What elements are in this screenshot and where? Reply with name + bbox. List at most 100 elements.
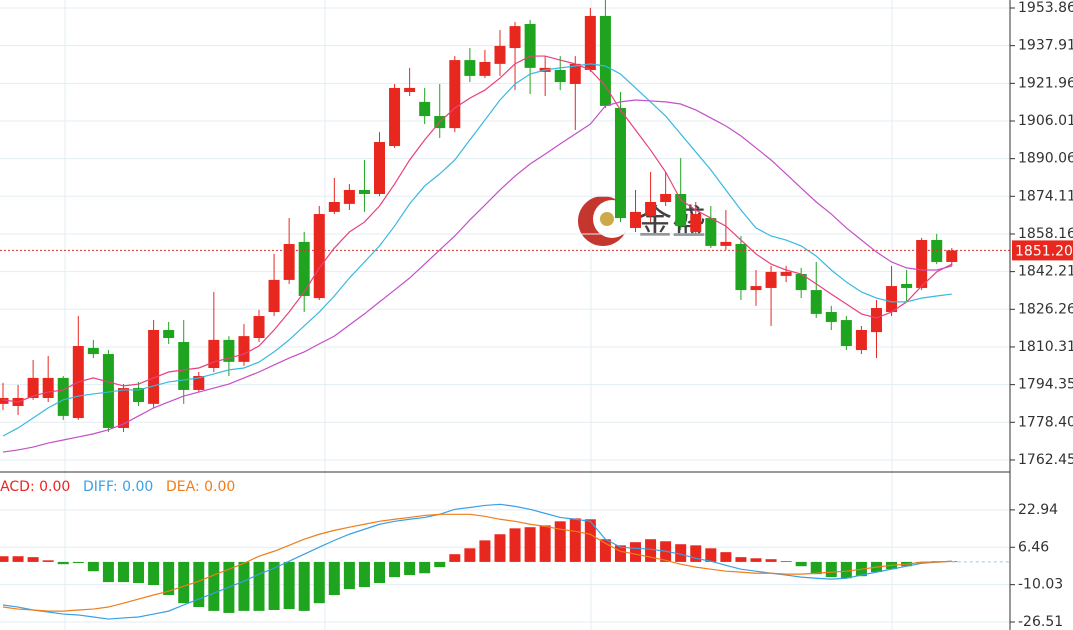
line-series: [2, 55, 953, 403]
candle-body: [840, 320, 852, 347]
current-price-label: 1851.20: [1015, 243, 1073, 259]
macd-bar: [193, 561, 205, 608]
macd-bar: [253, 561, 265, 611]
candle-body: [675, 193, 687, 227]
macd-bar: [810, 561, 822, 575]
macd-bar: [524, 527, 536, 562]
y-tick-label: 1874.11: [1018, 188, 1073, 204]
macd-bar: [840, 561, 852, 579]
candle-body: [178, 342, 190, 390]
candle-body: [810, 290, 822, 314]
candle-body: [720, 241, 732, 246]
candle-body: [419, 101, 431, 117]
macd-bar: [358, 561, 370, 588]
macd-bar: [584, 519, 596, 562]
macd-bar: [268, 561, 280, 610]
candle-body: [449, 60, 461, 129]
y-tick-label: 1890.06: [1018, 151, 1073, 167]
candle-body: [57, 377, 69, 416]
candle-body: [268, 279, 280, 313]
candle-body: [389, 87, 401, 147]
macd-legend: MACD: 0.00: [0, 479, 70, 495]
y-tick-label: 1794.35: [1018, 377, 1073, 393]
plot: [0, 0, 1010, 623]
macd-bar: [539, 525, 551, 562]
y-tick-label: 6.46: [1018, 539, 1049, 555]
candle-body: [825, 312, 837, 322]
macd-bar: [494, 534, 506, 562]
candle-body: [870, 308, 882, 333]
macd-bar: [449, 554, 461, 562]
candle-body: [795, 274, 807, 291]
macd-bar: [238, 561, 250, 611]
macd-bar: [87, 561, 99, 572]
candle-body: [931, 240, 943, 262]
y-tick-label: 1778.40: [1018, 414, 1073, 430]
candle-body: [313, 214, 325, 299]
macd-bar: [479, 540, 491, 562]
macd-bar: [404, 561, 416, 576]
line-series: [2, 99, 952, 453]
candle-body: [148, 329, 160, 404]
y-tick-label: 1953.86: [1018, 0, 1073, 16]
y-tick-label: 1762.45: [1018, 452, 1073, 468]
candle-body: [374, 142, 385, 194]
macd-bar: [675, 544, 687, 562]
y-tick-label: 1810.31: [1018, 339, 1073, 355]
y-tick-label: -10.03: [1018, 577, 1063, 593]
candle-body: [238, 336, 250, 362]
macd-bar: [690, 545, 702, 562]
candle-body: [645, 201, 657, 216]
candle-body: [343, 189, 355, 204]
macd-bar: [720, 552, 732, 562]
candle-body: [660, 193, 672, 202]
macd-bar: [554, 521, 566, 562]
candle-body: [404, 87, 416, 92]
candle-body: [614, 108, 626, 219]
macd-bar: [419, 561, 431, 574]
macd-bar: [283, 561, 295, 610]
macd-bar: [102, 561, 114, 583]
candle-body: [765, 271, 777, 288]
candle-body: [916, 240, 928, 288]
candle-body: [208, 339, 220, 368]
candle-body: [509, 26, 521, 49]
y-tick-label: 1858.16: [1018, 226, 1073, 242]
candle-body: [494, 45, 506, 64]
macd-bar: [163, 561, 175, 596]
candle-body: [886, 286, 898, 313]
macd-bar: [148, 561, 160, 586]
macd-bar: [374, 561, 385, 583]
candle-body: [524, 23, 536, 68]
candle-body: [750, 286, 762, 291]
y-tick-label: 1906.01: [1018, 113, 1073, 129]
candle-body: [328, 201, 340, 212]
candle-body: [901, 283, 913, 288]
y-tick-label: 1842.21: [1018, 264, 1073, 280]
candle-body: [358, 189, 370, 194]
line-series: [2, 63, 952, 437]
candle-body: [253, 316, 265, 339]
macd-bar: [614, 545, 626, 562]
macd-bar: [645, 539, 657, 562]
macd-bar: [208, 561, 220, 611]
macd-bar: [72, 561, 84, 564]
macd-bar: [12, 556, 24, 562]
candle-body: [193, 376, 205, 390]
macd-legend: DEA: 0.00: [166, 479, 235, 495]
candle-body: [42, 377, 54, 398]
candle-body: [479, 61, 491, 76]
macd-bar: [569, 518, 581, 562]
macd-bar: [705, 548, 717, 562]
candle-body: [117, 388, 129, 428]
y-tick-label: -26.51: [1018, 614, 1063, 630]
candle-body: [554, 70, 566, 83]
line-series: [2, 503, 952, 620]
macd-bar: [328, 561, 340, 596]
macd-bar: [735, 557, 747, 562]
macd-bar: [343, 561, 355, 590]
candle-body: [630, 211, 642, 228]
macd-bar: [133, 561, 145, 583]
